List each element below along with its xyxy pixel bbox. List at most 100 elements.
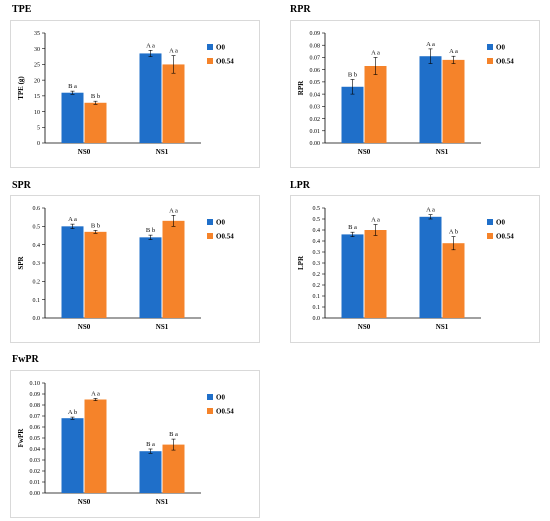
legend-swatch (207, 394, 213, 400)
legend-swatch (207, 408, 213, 414)
bar (162, 444, 185, 493)
data-label: A a (426, 207, 435, 214)
y-tick-label: 0.2 (313, 272, 321, 278)
y-tick-label: 20 (34, 78, 40, 84)
y-axis-label: SPR (17, 255, 25, 269)
bar (61, 418, 84, 493)
y-tick-label: 0.5 (313, 217, 321, 223)
bar (61, 226, 84, 318)
chart-fwpr: 0.00 0.01 0.02 0.03 0.04 0.05 0.06 0.07 0.08 0.09… (10, 370, 260, 518)
y-tick-label: 0.04 (310, 92, 321, 98)
y-tick-label: 0.5 (33, 225, 41, 231)
y-tick-label: 0.4 (313, 239, 321, 245)
y-tick-label: 0.01 (310, 129, 321, 135)
y-axis-label: LPR (297, 255, 305, 270)
legend-label: O0.54 (216, 233, 234, 241)
y-tick-label: 25 (34, 63, 40, 69)
bar (364, 230, 387, 318)
data-label: B b (146, 227, 155, 234)
y-tick-label: 0.4 (33, 243, 41, 249)
x-tick-label: NS1 (156, 323, 169, 331)
chart-svg: 0.0 0.1 0.2 0.3 0.4 0.5 0.6 SPR A a B b NS0 B b A a N… (17, 206, 234, 331)
bar (84, 102, 107, 143)
legend-swatch (487, 44, 493, 50)
y-tick-label: 10 (34, 110, 40, 116)
data-label: A a (68, 216, 77, 223)
y-tick-label: 0.05 (30, 436, 41, 442)
bar (84, 399, 107, 493)
data-label: B a (68, 83, 77, 90)
legend-label: O0 (496, 44, 505, 52)
x-tick-label: NS0 (78, 323, 91, 331)
chart-svg: 0.00 0.01 0.02 0.03 0.04 0.05 0.06 0.07 0.08 0.09… (297, 31, 514, 156)
chart-title-tpe: TPE (12, 4, 32, 15)
legend-label: O0 (216, 394, 225, 402)
legend-label: O0 (216, 219, 225, 227)
y-tick-label: 0.09 (310, 31, 321, 37)
y-tick-label: 35 (34, 31, 40, 37)
y-axis-label: FwPR (17, 428, 25, 448)
y-tick-label: 0.1 (313, 294, 321, 300)
y-tick-label: 0.04 (30, 447, 41, 453)
y-tick-label: 0.0 (313, 316, 321, 322)
x-tick-label: NS1 (156, 498, 169, 506)
bar (442, 59, 465, 144)
data-label: B b (348, 71, 357, 78)
legend-swatch (207, 233, 213, 239)
chart-svg: 0 5 10 15 20 25 30 35 TPE (g) B a B b NS0 A a A a NS1 O… (17, 31, 234, 156)
y-tick-label: 0.08 (310, 43, 321, 49)
bar (61, 92, 84, 143)
legend-label: O0 (496, 219, 505, 227)
bar (341, 86, 364, 143)
x-tick-label: NS0 (78, 148, 91, 156)
y-tick-label: 0.03 (310, 105, 321, 111)
y-tick-label: 0.07 (30, 414, 41, 420)
data-label: B a (146, 441, 155, 448)
x-tick-label: NS1 (156, 148, 169, 156)
y-tick-label: 5 (37, 125, 40, 131)
chart-title-spr: SPR (12, 180, 31, 191)
legend-label: O0.54 (496, 233, 514, 241)
y-tick-label: 0.6 (33, 206, 41, 212)
x-tick-label: NS1 (436, 148, 449, 156)
y-tick-label: 0.01 (30, 480, 41, 486)
y-tick-label: 0.03 (30, 458, 41, 464)
chart-lpr: 0.0 0.1 0.1 0.2 0.2 0.3 0.3 0.4 0.4 0.5 0.5 LPR B a A… (290, 195, 540, 343)
bar (419, 56, 442, 143)
y-tick-label: 15 (34, 94, 40, 100)
data-label: A a (426, 41, 435, 48)
y-tick-label: 0.02 (310, 117, 321, 123)
data-label: A a (169, 48, 178, 55)
chart-title-lpr: LPR (290, 180, 310, 191)
y-tick-label: 0.1 (33, 298, 41, 304)
bar (341, 234, 364, 318)
y-tick-label: 0.2 (313, 283, 321, 289)
data-label: A a (371, 217, 380, 224)
chart-svg: 0.0 0.1 0.1 0.2 0.2 0.3 0.3 0.4 0.4 0.5 0.5 LPR B a A… (297, 206, 514, 331)
data-label: B a (169, 431, 178, 438)
y-tick-label: 0.00 (310, 141, 321, 147)
legend-label: O0 (216, 44, 225, 52)
bar (162, 220, 185, 318)
bar (419, 216, 442, 318)
bar (162, 64, 185, 143)
data-label: A b (68, 409, 77, 416)
y-tick-label: 0.3 (33, 261, 41, 267)
y-tick-label: 0.05 (310, 80, 321, 86)
x-tick-label: NS1 (436, 323, 449, 331)
data-label: A a (91, 390, 100, 397)
data-label: B a (348, 224, 357, 231)
legend-swatch (207, 58, 213, 64)
y-tick-label: 0.1 (313, 305, 321, 311)
data-label: A a (371, 49, 380, 56)
chart-spr: 0.0 0.1 0.2 0.3 0.4 0.5 0.6 SPR A a B b NS0 B b A a N… (10, 195, 260, 343)
y-tick-label: 0.4 (313, 228, 321, 234)
x-tick-label: NS0 (358, 148, 371, 156)
chart-title-fwpr: FwPR (12, 354, 39, 365)
data-label: B b (91, 93, 100, 100)
chart-tpe: 0 5 10 15 20 25 30 35 TPE (g) B a B b NS0 A a A a NS1 O… (10, 20, 260, 168)
chart-svg: 0.00 0.01 0.02 0.03 0.04 0.05 0.06 0.07 0.08 0.09… (17, 381, 234, 506)
y-tick-label: 0.3 (313, 250, 321, 256)
bar (364, 66, 387, 143)
legend-label: O0.54 (216, 58, 234, 66)
